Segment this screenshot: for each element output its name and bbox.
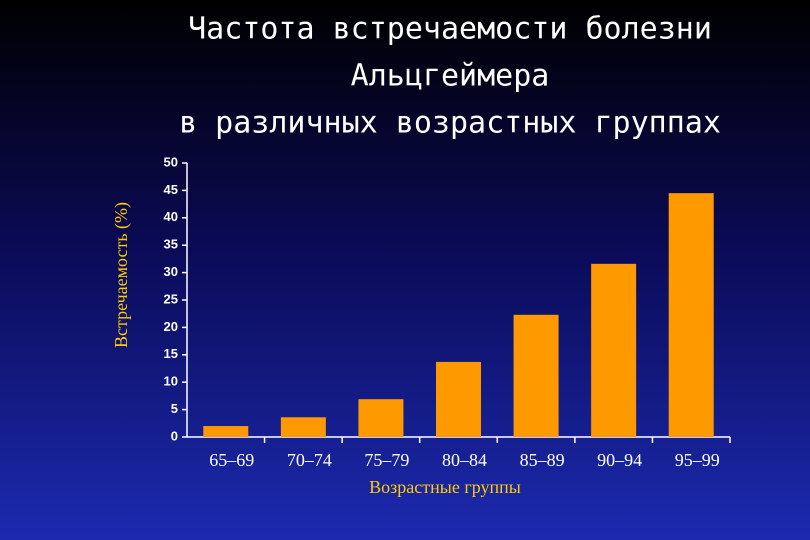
- x-tick-label: 95–99: [675, 450, 720, 470]
- x-axis-label: Возрастные группы: [369, 477, 521, 497]
- y-axis-label: Встречаемость (%): [111, 202, 132, 348]
- chart-title: в различных возрастных группах: [179, 106, 721, 141]
- bar: [668, 193, 714, 437]
- y-tick-label: 30: [164, 264, 178, 279]
- y-tick-label: 35: [164, 237, 178, 252]
- y-tick-label: 10: [164, 374, 178, 389]
- bar: [203, 426, 249, 437]
- x-tick-label: 90–94: [597, 450, 642, 470]
- y-tick-label: 15: [164, 346, 178, 361]
- y-tick-label: 40: [164, 209, 178, 224]
- x-tick-label: 65–69: [209, 450, 254, 470]
- bar: [513, 314, 559, 437]
- y-tick-label: 0: [171, 428, 178, 443]
- bar: [436, 361, 481, 437]
- chart-title: Альцгеймера: [351, 59, 550, 94]
- y-tick-label: 20: [164, 319, 178, 334]
- x-tick-label: 75–79: [364, 450, 409, 470]
- bar: [591, 263, 637, 437]
- y-tick-label: 5: [171, 401, 178, 416]
- y-tick-label: 50: [164, 154, 178, 169]
- y-tick-label: 45: [164, 182, 178, 197]
- y-tick-label: 25: [164, 291, 178, 306]
- x-tick-label: 85–89: [520, 450, 565, 470]
- bar: [358, 399, 404, 437]
- chart-title: Частота встречаемости болезни: [188, 12, 712, 47]
- bar: [280, 417, 326, 437]
- x-tick-label: 80–84: [442, 450, 487, 470]
- x-tick-label: 70–74: [287, 450, 332, 470]
